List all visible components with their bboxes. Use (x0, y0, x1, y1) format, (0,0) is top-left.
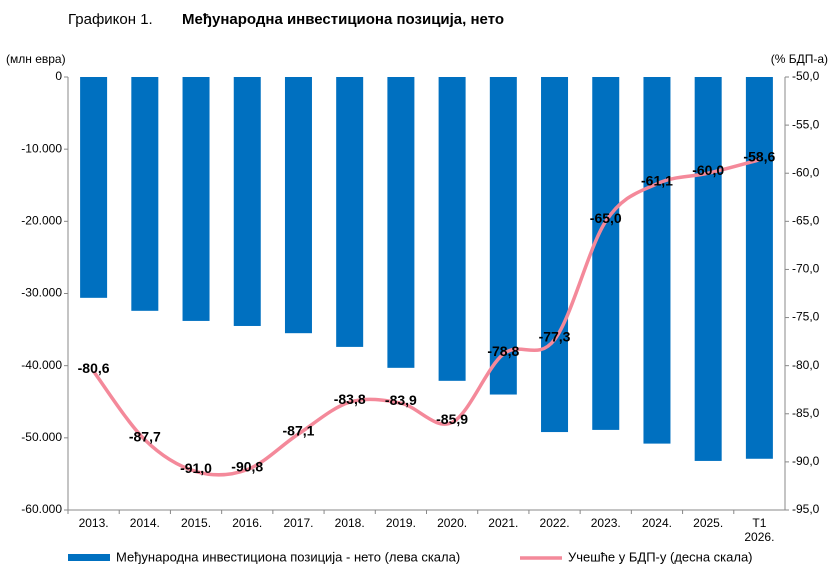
bar (643, 77, 671, 444)
y-tick-label: 0 (55, 69, 62, 83)
x-tick-label: 2015. (181, 516, 212, 530)
x-tick-label: 2025. (693, 516, 724, 530)
y2-tick-label: -80,0 (792, 358, 820, 372)
y-tick-label: -50.000 (21, 430, 62, 444)
bar (745, 77, 773, 459)
x-tick-label: 2013. (78, 516, 109, 530)
y-tick-label: -60.000 (21, 502, 62, 516)
y-tick-label: -30.000 (21, 286, 62, 300)
x-tick-label: 2021. (488, 516, 519, 530)
y2-tick-label: -90,0 (792, 454, 820, 468)
y-tick-label: -40.000 (21, 358, 62, 372)
data-label: -80,6 (78, 360, 110, 376)
data-label: -58,6 (743, 148, 775, 164)
x-tick-label: 2023. (590, 516, 621, 530)
y2-tick-label: -50,0 (792, 69, 820, 83)
x-tick-label: Т1 2026. (744, 516, 775, 544)
chart-title: Међународна инвестициона позиција, нето (182, 11, 504, 28)
data-label: -78,8 (487, 343, 519, 359)
x-tick-label: 2019. (385, 516, 416, 530)
x-tick-label: 2024. (641, 516, 672, 530)
x-tick-label: 2017. (283, 516, 314, 530)
y2-tick-label: -85,0 (792, 406, 820, 420)
legend-swatch (68, 554, 110, 561)
data-label: -90,8 (231, 458, 263, 474)
bar (336, 77, 364, 347)
y2-tick-label: -60,0 (792, 165, 820, 179)
y2-tick-label: -55,0 (792, 117, 820, 131)
y2-tick-label: -70,0 (792, 262, 820, 276)
data-label: -87,7 (129, 428, 161, 444)
x-tick-label: 2022. (539, 516, 570, 530)
x-tick-label: 2014. (129, 516, 160, 530)
x-tick-label: 2018. (334, 516, 365, 530)
data-label: -77,3 (539, 328, 571, 344)
bar (541, 77, 569, 433)
x-tick-label: 2020. (437, 516, 468, 530)
y2-tick-label: -75,0 (792, 310, 820, 324)
data-label: -65,0 (590, 210, 622, 226)
y-tick-label: -10.000 (21, 141, 62, 155)
bar (182, 77, 210, 321)
bar (694, 77, 722, 461)
bar (489, 77, 517, 395)
data-label: -91,0 (180, 460, 212, 476)
y2-tick-label: -95,0 (792, 502, 820, 516)
y-tick-label: -20.000 (21, 214, 62, 228)
legend-label: Учешће у БДП-у (десна скала) (568, 549, 753, 564)
bar (80, 77, 108, 298)
data-label: -85,9 (436, 411, 468, 427)
bar (438, 77, 466, 381)
data-label: -83,8 (334, 391, 366, 407)
data-label: -83,9 (385, 392, 417, 408)
bar (387, 77, 415, 368)
bar (284, 77, 312, 334)
bar (131, 77, 159, 311)
data-label: -61,1 (641, 173, 673, 189)
data-label: -87,1 (283, 423, 315, 439)
y2-axis-label: (% БДП-а) (771, 52, 828, 66)
line (92, 158, 760, 477)
title-label: Графикон 1. (68, 11, 153, 28)
y2-tick-label: -65,0 (792, 214, 820, 228)
bar (233, 77, 261, 326)
legend-label: Међународна инвестициона позиција - нето… (116, 549, 460, 564)
data-label: -60,0 (692, 162, 724, 178)
bar (592, 77, 620, 430)
y-axis-label: (млн евра) (6, 52, 66, 66)
x-tick-label: 2016. (232, 516, 263, 530)
